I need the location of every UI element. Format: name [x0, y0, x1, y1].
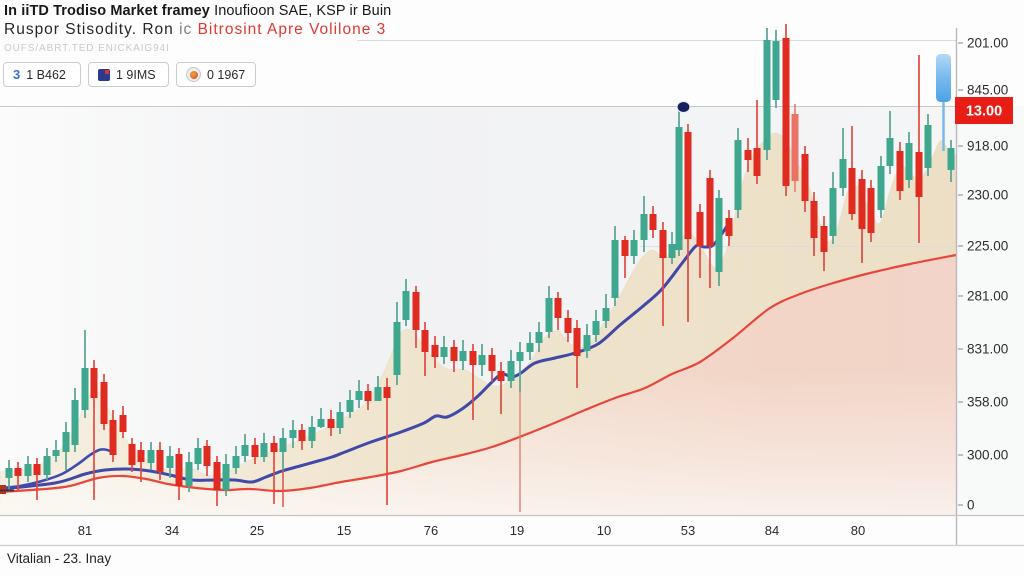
svg-text:281.00: 281.00 — [967, 289, 1008, 304]
svg-text:831.00: 831.00 — [967, 342, 1008, 357]
svg-text:19: 19 — [510, 523, 524, 538]
svg-text:81: 81 — [78, 523, 92, 538]
svg-text:53: 53 — [681, 523, 695, 538]
svg-text:918.00: 918.00 — [967, 139, 1008, 154]
svg-text:225.00: 225.00 — [967, 239, 1008, 254]
svg-text:80: 80 — [851, 523, 865, 538]
svg-text:13.00: 13.00 — [966, 104, 1002, 120]
svg-text:230.00: 230.00 — [967, 188, 1008, 203]
svg-text:358.00: 358.00 — [967, 395, 1008, 410]
svg-text:25: 25 — [250, 523, 264, 538]
svg-text:201.00: 201.00 — [967, 36, 1008, 51]
svg-text:845.00: 845.00 — [967, 83, 1008, 98]
svg-text:10: 10 — [597, 523, 611, 538]
svg-text:300.00: 300.00 — [967, 448, 1008, 463]
svg-text:84: 84 — [765, 523, 779, 538]
svg-text:76: 76 — [424, 523, 438, 538]
svg-text:15: 15 — [337, 523, 351, 538]
svg-text:34: 34 — [165, 523, 179, 538]
svg-text:0: 0 — [967, 498, 975, 513]
